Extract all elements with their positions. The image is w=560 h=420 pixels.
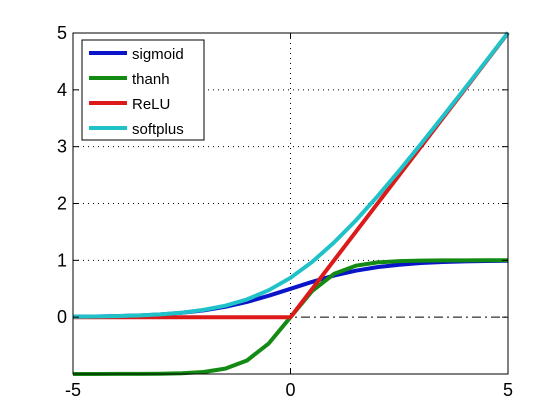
legend-label: sigmoid: [132, 46, 184, 63]
legend-label: softplus: [132, 121, 184, 138]
y-tick-label: 3: [57, 137, 67, 157]
series-line-softplus: [72, 31, 510, 319]
y-tick-label: 5: [57, 23, 67, 43]
legend: sigmoid thanh ReLU softplus: [81, 39, 205, 141]
x-tick-label: 5: [503, 380, 513, 400]
y-tick-label: 0: [57, 307, 67, 327]
legend-box: [81, 39, 205, 141]
grid: [73, 33, 508, 374]
y-tick-label: 4: [57, 80, 67, 100]
legend-label: thanh: [132, 71, 170, 88]
x-tick-label: 0: [285, 380, 295, 400]
x-tick-label: -5: [65, 380, 81, 400]
axis-ticks: -5 0 5 0 1 2 3 4 5: [57, 23, 513, 400]
y-tick-label: 1: [57, 250, 67, 270]
legend-label: ReLU: [132, 96, 170, 113]
y-tick-label: 2: [57, 194, 67, 214]
